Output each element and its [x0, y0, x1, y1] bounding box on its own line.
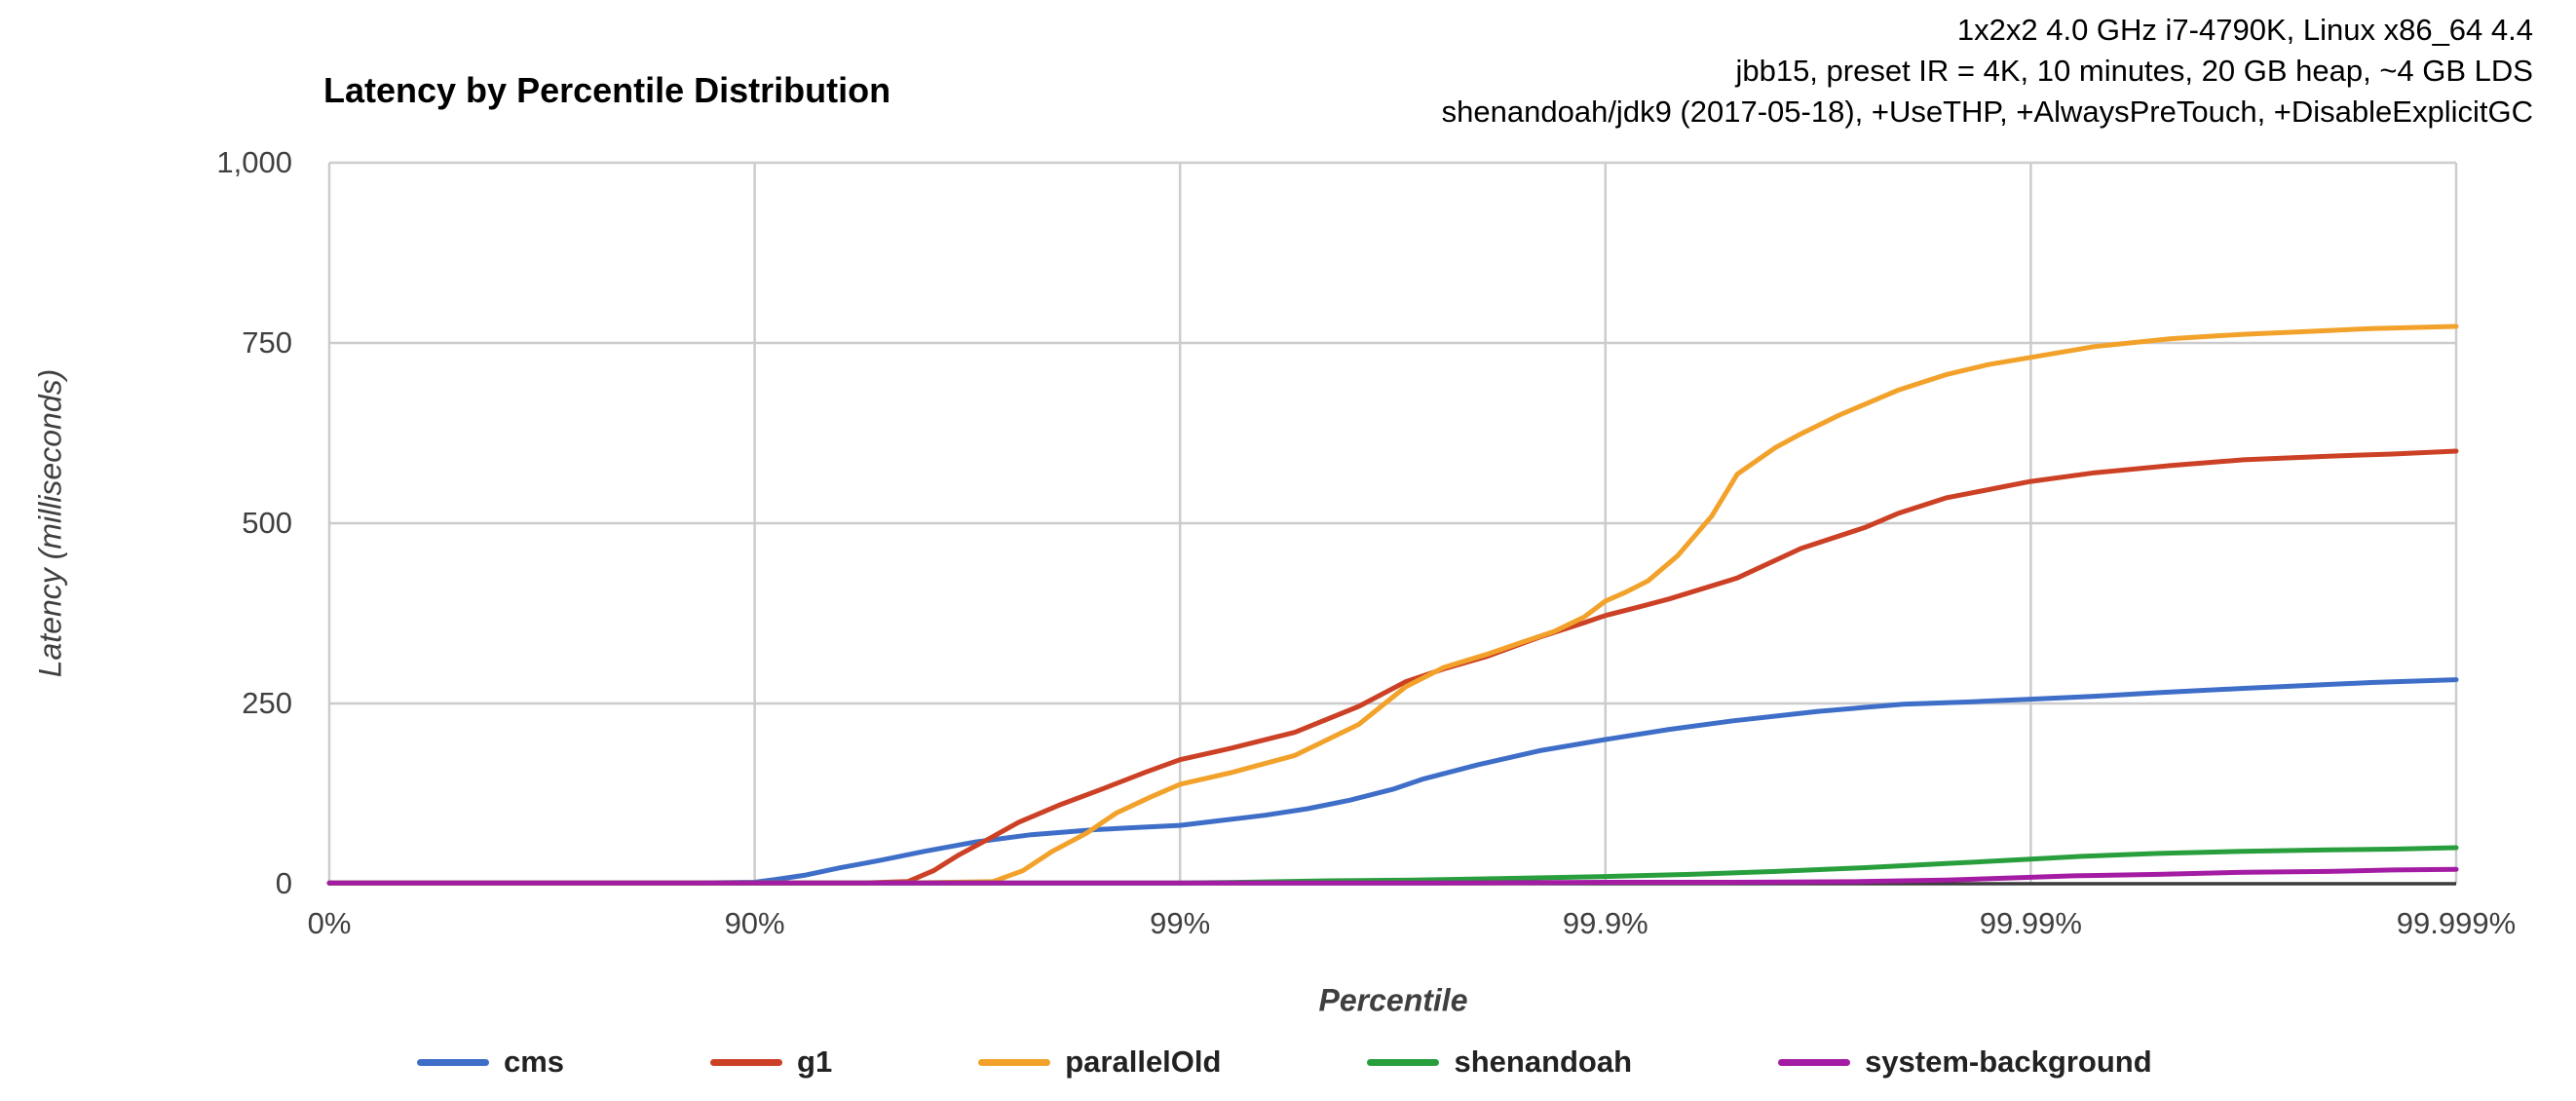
x-tick-label-99.99%: 99.99%: [1979, 906, 2082, 940]
benchmark-config-annotation: 1x2x2 4.0 GHz i7-4790K, Linux x86_64 4.4…: [1442, 10, 2533, 133]
legend-item-system-background: system-background: [1778, 1044, 2152, 1080]
legend-label-shenandoah: shenandoah: [1454, 1044, 1633, 1079]
y-tick-label-250: 250: [242, 686, 292, 720]
legend-label-g1: g1: [797, 1044, 833, 1079]
series-line-parallelOld: [326, 323, 2459, 886]
legend-item-parallelOld: parallelOld: [978, 1044, 1221, 1080]
x-tick-label-99.9%: 99.9%: [1562, 906, 1648, 940]
legend-label-cms: cms: [504, 1044, 565, 1079]
x-tick-label-0%: 0%: [307, 906, 352, 940]
x-tick-label-99%: 99%: [1150, 906, 1211, 940]
annotation-line-workload: jbb15, preset IR = 4K, 10 minutes, 20 GB…: [1735, 54, 2533, 88]
series-line-shenandoah: [326, 845, 2459, 886]
annotation-line-jvm-flags: shenandoah/jdk9 (2017-05-18), +UseTHP, +…: [1441, 95, 2533, 129]
legend-marker-icon-g1: [710, 1058, 783, 1066]
legend-marker-icon-shenandoah: [1367, 1058, 1440, 1066]
series-line-g1: [326, 448, 2459, 886]
legend-item-g1: g1: [710, 1044, 832, 1080]
series-line-cms: [326, 677, 2459, 886]
legend-marker-icon-parallelOld: [978, 1058, 1051, 1066]
y-tick-label-1,000: 1,000: [216, 145, 292, 179]
x-tick-label-90%: 90%: [724, 906, 785, 940]
y-tick-label-750: 750: [242, 325, 292, 360]
legend: cms g1 parallelOld shenandoah system-backgro…: [417, 1044, 2152, 1080]
y-axis-title: Latency (milliseconds): [32, 368, 68, 678]
x-tick-label-99.999%: 99.999%: [2396, 906, 2517, 940]
legend-label-parallelOld: parallelOld: [1065, 1044, 1222, 1079]
legend-item-cms: cms: [417, 1044, 564, 1080]
chart-title: Latency by Percentile Distribution: [323, 70, 891, 110]
series-line-system-background: [326, 866, 2459, 886]
annotation-line-hardware: 1x2x2 4.0 GHz i7-4790K, Linux x86_64 4.4: [1956, 13, 2533, 47]
legend-marker-icon-system-background: [1778, 1058, 1851, 1066]
y-tick-label-0: 0: [275, 866, 292, 900]
x-axis-title: Percentile: [1318, 982, 1468, 1018]
legend-item-shenandoah: shenandoah: [1367, 1044, 1632, 1080]
legend-marker-icon-cms: [417, 1058, 489, 1066]
y-tick-label-500: 500: [242, 506, 292, 540]
legend-label-system-background: system-background: [1865, 1044, 2152, 1079]
